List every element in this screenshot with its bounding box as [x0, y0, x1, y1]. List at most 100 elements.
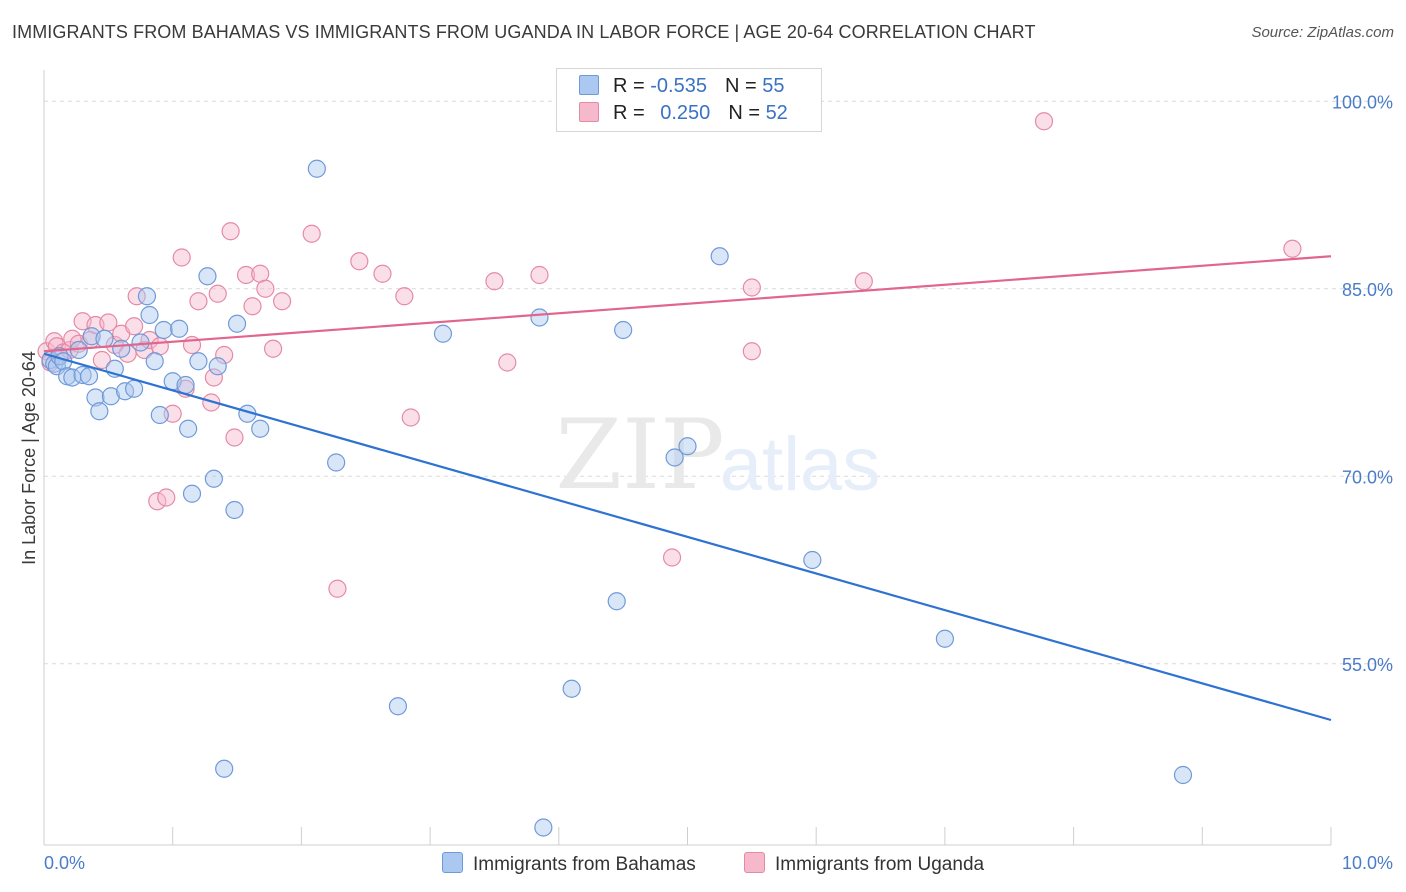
- bahamas-point: [388, 697, 408, 716]
- uganda-point: [662, 548, 682, 567]
- bahamas-point: [215, 759, 234, 778]
- uganda-point: [742, 342, 761, 361]
- legend-row-bahamas: R = -0.535 N = 55: [579, 75, 784, 101]
- bahamas-point: [101, 387, 121, 406]
- bahamas-point: [90, 402, 109, 421]
- legend-swatch-bahamas: [442, 852, 463, 873]
- legend-swatch-uganda: [579, 102, 599, 122]
- legend-swatch-uganda: [744, 852, 765, 873]
- legend-label-bahamas: Immigrants from Bahamas: [473, 854, 696, 875]
- bahamas-point: [131, 333, 150, 352]
- bahamas-point: [307, 159, 326, 178]
- uganda-point: [124, 317, 144, 336]
- uganda-point: [236, 265, 256, 285]
- bahamas-point: [124, 379, 144, 398]
- uganda-point: [328, 579, 347, 598]
- bahamas-point: [79, 367, 99, 386]
- uganda-trend-line: [43, 255, 1332, 353]
- grid-lines: [44, 100, 1393, 665]
- bahamas-point: [227, 314, 247, 333]
- bahamas-point: [935, 629, 955, 648]
- legend-r-label: R =: [613, 102, 645, 124]
- bahamas-point: [176, 375, 195, 395]
- legend-swatch-bahamas: [579, 75, 599, 95]
- uganda-point: [157, 488, 176, 507]
- bahamas-point: [150, 405, 169, 425]
- y-axis-label: In Labor Force | Age 20-64: [19, 351, 39, 565]
- bahamas-point: [803, 550, 822, 570]
- bahamas-point: [170, 319, 189, 338]
- y-tick-label: 55.0%: [1342, 655, 1393, 675]
- uganda-point: [530, 265, 549, 285]
- legend-r-value: 0.250: [660, 102, 711, 124]
- uganda-point: [272, 292, 292, 311]
- uganda-point: [485, 272, 504, 291]
- bahamas-point: [182, 484, 202, 503]
- bahamas-point: [562, 679, 581, 698]
- trend-lines: [43, 255, 1332, 722]
- y-tick-label: 70.0%: [1342, 467, 1393, 487]
- bahamas-point: [86, 388, 105, 407]
- bahamas-point: [95, 329, 114, 348]
- uganda-points: [37, 112, 1302, 598]
- bahamas-point: [198, 267, 217, 286]
- y-tick-label: 100.0%: [1332, 92, 1393, 112]
- source-label: Source: ZipAtlas.com: [1251, 24, 1394, 41]
- bahamas-point: [678, 437, 697, 456]
- bahamas-point: [137, 287, 157, 306]
- uganda-point: [256, 279, 275, 298]
- uganda-point: [1034, 112, 1054, 131]
- bahamas-point: [225, 500, 244, 520]
- legend-label-uganda: Immigrants from Uganda: [775, 854, 985, 875]
- uganda-point: [225, 428, 244, 447]
- bahamas-point: [145, 352, 164, 371]
- bahamas-point: [607, 592, 626, 611]
- x-tick-label: 0.0%: [44, 853, 85, 873]
- uganda-point: [498, 353, 517, 372]
- bahamas-point: [179, 419, 198, 438]
- uganda-point: [854, 272, 873, 291]
- bahamas-point: [204, 469, 223, 488]
- bahamas-point: [112, 339, 131, 358]
- legend-item-bahamas: Immigrants from Bahamas: [442, 852, 696, 876]
- uganda-point: [742, 278, 761, 297]
- bahamas-point: [433, 324, 453, 343]
- y-tick-label: 85.0%: [1342, 280, 1393, 300]
- uganda-point: [263, 339, 283, 358]
- uganda-point: [395, 287, 414, 306]
- uganda-point: [302, 224, 321, 243]
- watermark: ZIP atlas: [555, 399, 880, 511]
- uganda-point: [189, 292, 208, 311]
- bahamas-point: [73, 365, 92, 385]
- bahamas-point: [1173, 765, 1193, 785]
- uganda-point: [221, 222, 240, 241]
- bahamas-point: [710, 247, 729, 266]
- stats-legend: R = -0.535 N = 55 R = 0.250 N = 52: [556, 68, 822, 132]
- legend-n-label: N =: [724, 75, 757, 97]
- legend-row-uganda: R = 0.250 N = 52: [579, 102, 788, 128]
- tick-labels: 55.0% 70.0% 85.0% 100.0% 0.0% 10.0%: [44, 92, 1393, 873]
- legend-n-value: 55: [762, 75, 785, 97]
- legend-n-label: N =: [728, 102, 760, 124]
- uganda-point: [1283, 239, 1302, 258]
- bahamas-trend-line: [43, 352, 1332, 722]
- watermark-zip: ZIP: [555, 399, 724, 511]
- uganda-point: [127, 287, 146, 306]
- bahamas-point: [530, 308, 549, 327]
- legend-item-uganda: Immigrants from Uganda: [744, 852, 984, 876]
- legend-r-label: R =: [613, 75, 645, 97]
- uganda-point: [401, 408, 420, 427]
- legend-r-value: -0.535: [650, 75, 707, 97]
- bahamas-point: [327, 453, 346, 472]
- uganda-point: [215, 345, 234, 365]
- uganda-point: [350, 252, 369, 271]
- bahamas-point: [189, 352, 208, 371]
- bahamas-point: [534, 818, 553, 837]
- uganda-point: [163, 404, 182, 423]
- bahamas-point: [140, 305, 159, 325]
- uganda-point: [208, 284, 227, 303]
- bahamas-point: [614, 320, 633, 340]
- bahamas-point: [665, 448, 684, 467]
- x-tick-label: 10.0%: [1342, 853, 1393, 873]
- chart-title: IMMIGRANTS FROM BAHAMAS VS IMMIGRANTS FR…: [12, 22, 1036, 42]
